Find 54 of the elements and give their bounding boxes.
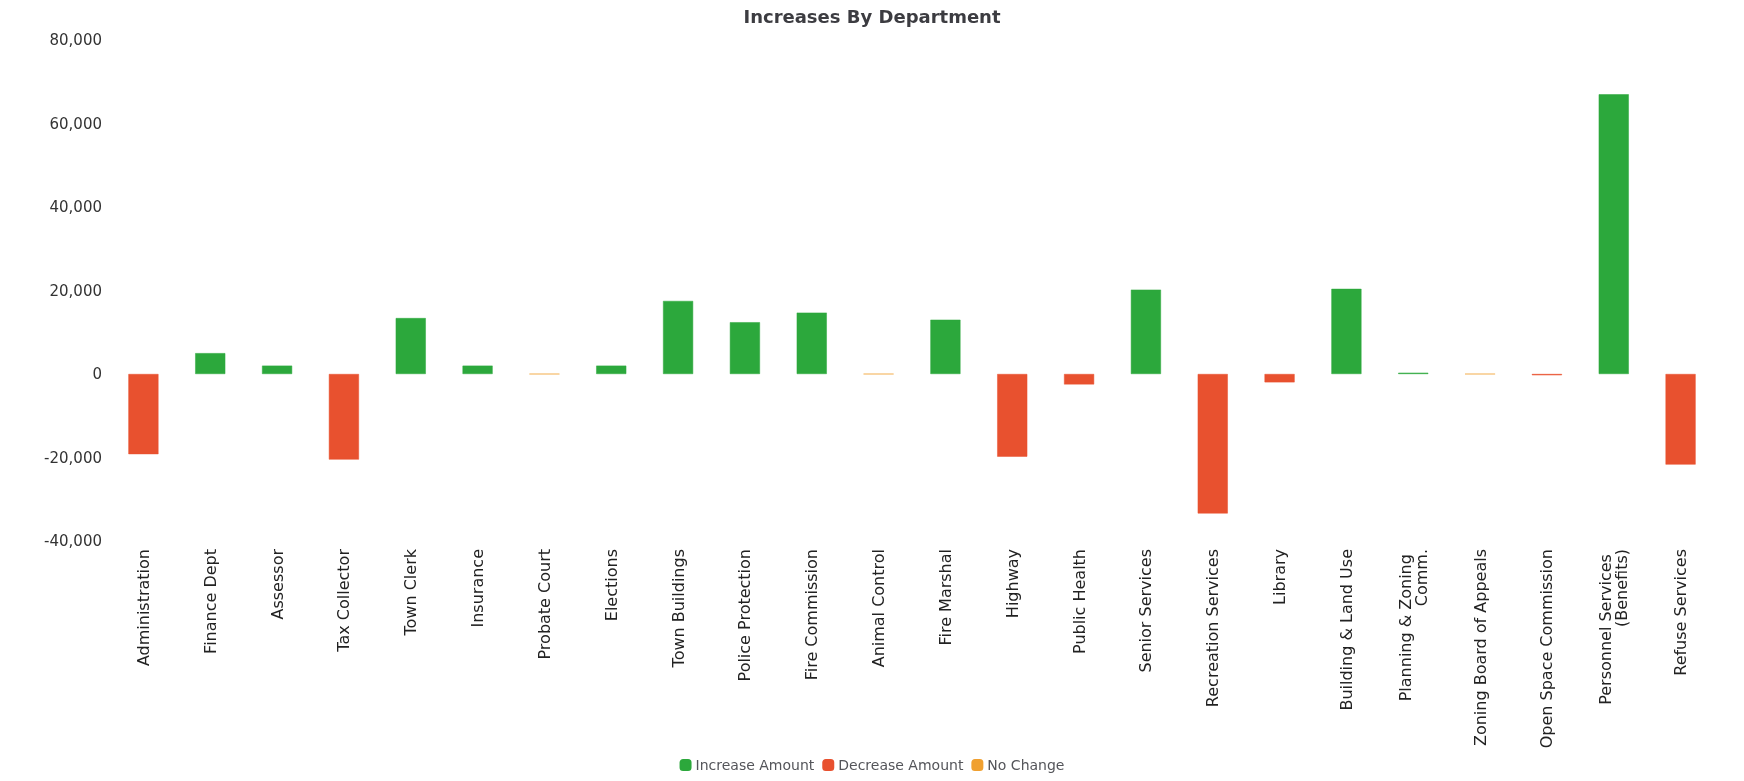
x-tick-label: Tax Collector — [334, 548, 354, 653]
x-tick-label: Fire Commission — [802, 549, 822, 681]
bar — [729, 322, 760, 374]
x-tick-label: Zoning Board of Appeals — [1470, 549, 1490, 747]
x-tick-label: Highway — [1002, 549, 1022, 619]
y-tick-label: 40,000 — [49, 198, 102, 216]
x-tick-label: Police Protection — [735, 549, 755, 682]
bar — [328, 374, 359, 460]
bar — [262, 365, 293, 374]
y-tick-label: 0 — [92, 365, 102, 383]
bar — [1665, 374, 1696, 465]
bar — [462, 365, 493, 374]
x-tick-label: Elections — [601, 549, 621, 622]
x-tick-label: Library — [1270, 549, 1290, 605]
chart-title: Increases By Department — [743, 5, 1001, 27]
legend-label: Increase Amount — [695, 757, 815, 773]
x-tick-label: Fire Marshal — [935, 549, 955, 646]
bar — [1130, 289, 1161, 374]
y-tick-label: 80,000 — [49, 31, 102, 49]
bar — [1598, 94, 1629, 374]
y-tick-label: -20,000 — [44, 448, 102, 467]
x-tick-label: Planning & Zoning Comm. — [1395, 549, 1431, 702]
x-tick-label: Probate Court — [534, 549, 554, 660]
x-tick-label: Public Health — [1069, 549, 1089, 654]
x-tick-label: Town Clerk — [401, 548, 421, 637]
x-tick-label: Personnel Services (Benefits) — [1596, 549, 1632, 705]
bar — [663, 300, 694, 374]
x-tick-label: Refuse Services — [1671, 549, 1691, 676]
x-tick-label: Senior Services — [1136, 549, 1156, 673]
legend-label: Decrease Amount — [838, 757, 964, 773]
x-tick-label: Building & Land Use — [1336, 549, 1356, 711]
bar — [128, 374, 159, 455]
bar — [1197, 374, 1228, 514]
bar — [1064, 374, 1095, 385]
x-tick-label: Animal Control — [869, 549, 889, 668]
x-tick-label: Recreation Services — [1203, 549, 1223, 708]
x-tick-label: Assessor — [267, 548, 287, 620]
x-tick-label: Open Space Commission — [1537, 549, 1557, 749]
bar — [1331, 288, 1362, 374]
bar — [1264, 374, 1295, 383]
y-tick-label: 60,000 — [49, 114, 102, 133]
x-tick-label: Insurance — [468, 549, 488, 628]
x-tick-label: Administration — [133, 549, 153, 667]
bar — [596, 365, 627, 374]
bar — [395, 318, 426, 374]
bar — [997, 374, 1028, 457]
y-tick-label: -40,000 — [44, 532, 102, 550]
x-tick-label: Finance Dept — [200, 549, 220, 654]
bar — [195, 353, 226, 374]
legend-label: No Change — [987, 757, 1065, 773]
x-tick-label: Town Buildings — [668, 549, 688, 669]
bar — [930, 319, 961, 374]
bar — [796, 312, 827, 374]
y-tick-label: 20,000 — [49, 281, 102, 300]
